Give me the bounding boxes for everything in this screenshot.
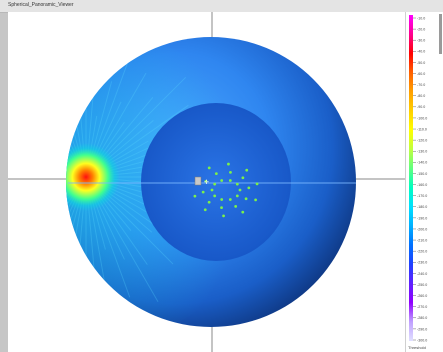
colorbar-tick-label: -240.0: [417, 272, 427, 276]
sensor-marker[interactable]: [227, 162, 230, 166]
colorbar-tick-label: -120.0: [417, 139, 427, 143]
colorbar-tick-label: -150.0: [417, 172, 427, 176]
window-title: Spherical_Panoramic_Viewer: [8, 2, 74, 8]
sensor-marker[interactable]: [234, 204, 238, 208]
colorbar-tick-label: -180.0: [417, 205, 427, 209]
colorbar-tick-label: -250.0: [417, 283, 427, 287]
colorbar-tick-label: -300.0: [417, 338, 427, 342]
color-scale-bar: [409, 15, 413, 341]
sphere-viewport[interactable]: ✛: [8, 12, 406, 352]
sensor-marker[interactable]: [201, 190, 205, 194]
sensor-marker[interactable]: [207, 166, 211, 170]
colorbar-tick-label: -110.0: [417, 127, 427, 131]
sensor-marker[interactable]: [244, 197, 248, 201]
colorbar-tick-label: -190.0: [417, 216, 427, 220]
sensor-marker[interactable]: [207, 200, 211, 204]
sensor-marker[interactable]: [229, 170, 232, 174]
sensor-marker[interactable]: [235, 182, 239, 186]
sensor-marker[interactable]: [238, 188, 242, 192]
sensor-marker[interactable]: [247, 186, 251, 190]
colorbar-tick-label: -260.0: [417, 294, 427, 298]
sensor-marker[interactable]: [220, 198, 224, 201]
sensor-marker[interactable]: [254, 198, 257, 202]
colorbar-tick-label: -170.0: [417, 194, 427, 198]
colorbar-tick-label: -30.0: [417, 39, 425, 43]
colorbar-tick-label: -160.0: [417, 183, 427, 187]
probe-marker[interactable]: [194, 176, 202, 186]
hotspot: [66, 143, 120, 211]
colorbar-tick-label: -140.0: [417, 161, 427, 165]
colorbar-tick-label: -80.0: [417, 94, 425, 98]
colorbar-tick-label: -210.0: [417, 238, 427, 242]
colorbar-tick-label: -220.0: [417, 250, 427, 254]
colorbar-tick-label: -90.0: [417, 105, 425, 109]
colorbar-bottom-label: Threshold: [408, 345, 426, 350]
sensor-marker[interactable]: [235, 194, 239, 198]
sensor-marker[interactable]: [193, 194, 197, 198]
sensor-marker[interactable]: [241, 210, 245, 214]
colorbar-tick-label: -20.0: [417, 28, 425, 32]
colorbar-tick-label: -130.0: [417, 150, 427, 154]
legend-scroll-handle[interactable]: [439, 14, 442, 54]
sensor-marker[interactable]: [228, 198, 232, 201]
colorbar-tick-label: -70.0: [417, 83, 425, 87]
sensor-marker[interactable]: [220, 179, 224, 182]
sensor-marker[interactable]: [213, 182, 217, 186]
sensor-marker[interactable]: [228, 179, 232, 182]
colorbar-tick-label: -200.0: [417, 227, 427, 231]
colorbar-tick-label: -280.0: [417, 316, 427, 320]
sensor-marker[interactable]: [220, 206, 223, 210]
sensor-marker[interactable]: [210, 188, 214, 192]
colorbar-tick-label: -290.0: [417, 327, 427, 331]
sensor-marker[interactable]: [213, 194, 217, 198]
colorbar-tick-label: -40.0: [417, 50, 425, 54]
colorbar-tick-label: -100.0: [417, 116, 427, 120]
sensor-marker[interactable]: [241, 176, 245, 180]
sensor-markers: [193, 162, 259, 218]
sensor-marker[interactable]: [222, 214, 225, 218]
inner-disk: [141, 103, 291, 261]
sensor-marker[interactable]: [214, 172, 218, 176]
color-scale-legend: -10.0 -20.0 -30.0 -40.0 -50.0 -60.0 -70.0 -80.0…: [405, 12, 443, 352]
sphere-render[interactable]: ✛: [8, 12, 406, 352]
colorbar-tick-label: -60.0: [417, 72, 425, 76]
colorbar-tick-label: -230.0: [417, 261, 427, 265]
colorbar-tick-label: -270.0: [417, 305, 427, 309]
sensor-marker[interactable]: [255, 182, 259, 186]
crosshair-icon: ✛: [204, 179, 209, 186]
sensor-marker[interactable]: [204, 179, 208, 183]
colorbar-tick-label: -50.0: [417, 61, 425, 65]
colorbar-tick-label: -10.0: [417, 16, 425, 20]
sensor-marker[interactable]: [203, 208, 207, 212]
sensor-marker[interactable]: [245, 168, 249, 172]
